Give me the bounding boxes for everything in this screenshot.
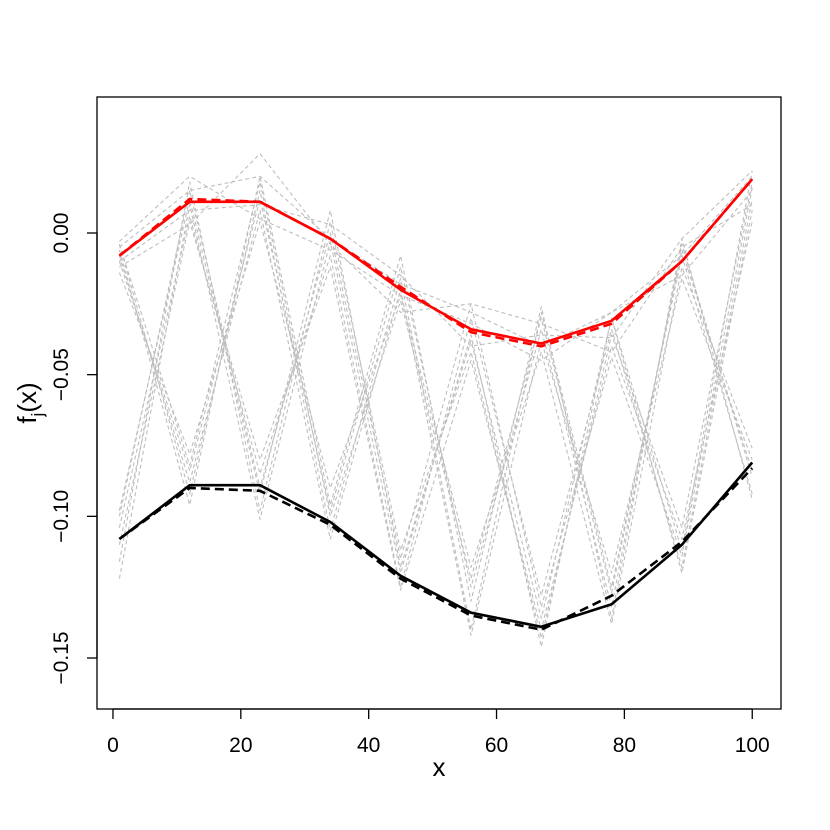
series-line-20 <box>118 181 753 594</box>
series-line-10 <box>118 198 753 608</box>
x-tick-label: 20 <box>229 734 252 757</box>
series-line-6 <box>119 170 753 347</box>
axes-layer: 0 20 40 60 80 100 −0.15 −0.10 −0.05 0.00 <box>50 213 770 757</box>
series-line-4 <box>118 467 754 632</box>
series-line-5 <box>119 175 753 347</box>
series-line-1 <box>118 178 754 345</box>
series-line-8 <box>119 153 753 353</box>
series-line-7 <box>119 175 753 362</box>
y-axis-label: fj(x) <box>12 382 47 423</box>
y-tick-label: −0.10 <box>50 490 73 543</box>
x-tick-label: 40 <box>357 734 380 757</box>
y-tick-label: −0.15 <box>50 631 73 684</box>
x-tick-label: 80 <box>613 734 636 757</box>
series-line-2 <box>118 178 754 348</box>
y-tick-label: −0.05 <box>50 348 73 401</box>
y-axis-label-tail: (x) <box>12 382 42 412</box>
series-line-16 <box>118 175 753 619</box>
y-axis-label-subscript: j <box>28 413 47 418</box>
series-line-11 <box>118 198 753 597</box>
series-line-19 <box>118 187 753 608</box>
y-axis-label-main: f <box>12 416 42 424</box>
series-line-15 <box>118 204 753 648</box>
x-tick-label: 100 <box>735 734 770 757</box>
x-tick-label: 60 <box>485 734 508 757</box>
series-line-13 <box>118 181 753 639</box>
x-axis-label: x <box>433 752 446 782</box>
series-line-17 <box>118 221 753 631</box>
y-tick-label: 0.00 <box>50 213 73 254</box>
series-layer <box>118 153 754 648</box>
x-tick-label: 0 <box>107 734 119 757</box>
series-line-18 <box>118 209 753 636</box>
series-line-3 <box>118 461 754 629</box>
series-line-12 <box>118 189 753 631</box>
